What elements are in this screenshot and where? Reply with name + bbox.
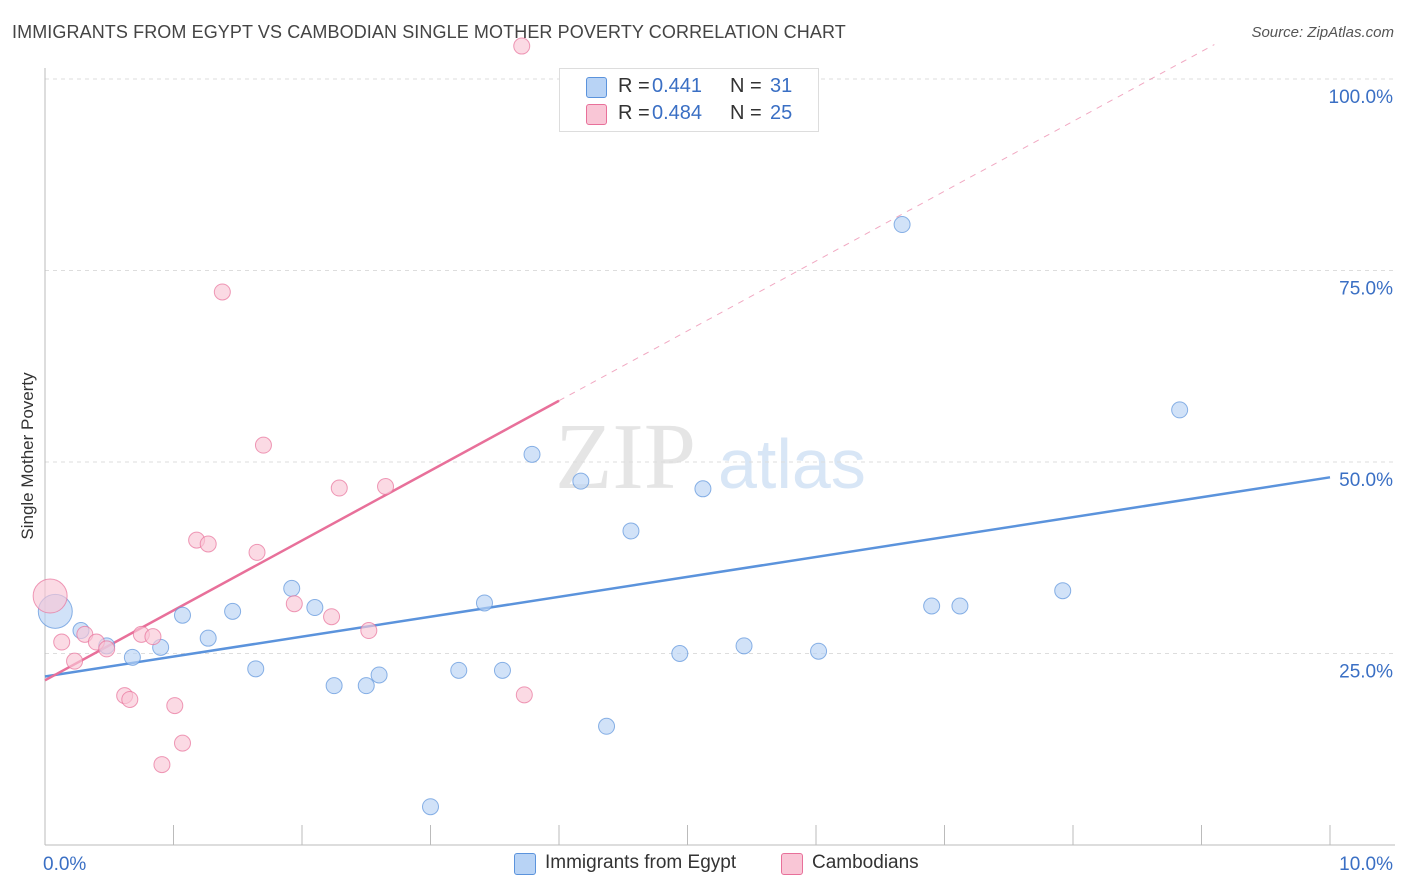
legend-swatch-cambodians bbox=[586, 104, 607, 125]
data-point-egypt bbox=[810, 642, 828, 660]
y-tick-label: 50.0% bbox=[1339, 470, 1393, 491]
data-point-egypt bbox=[671, 645, 689, 662]
data-point-cambodians bbox=[360, 622, 378, 640]
legend-r-value: 0.441 bbox=[652, 75, 703, 97]
data-point-cambodians bbox=[513, 37, 531, 55]
data-point-egypt bbox=[357, 677, 375, 695]
legend-n-value: 25 bbox=[770, 102, 793, 124]
y-tick-label: 25.0% bbox=[1339, 662, 1393, 683]
y-tick-label: 100.0% bbox=[1329, 87, 1394, 108]
data-point-egypt bbox=[493, 661, 511, 679]
axes bbox=[44, 68, 1395, 846]
data-point-egypt bbox=[735, 637, 753, 655]
bottom-legend-swatch-egypt bbox=[514, 853, 536, 875]
legend-n-label: N = bbox=[730, 102, 762, 124]
data-point-cambodians bbox=[248, 543, 266, 561]
gridlines bbox=[45, 78, 1395, 654]
data-point-egypt bbox=[475, 594, 493, 612]
data-point-cambodians bbox=[213, 283, 231, 301]
data-point-egypt bbox=[422, 798, 439, 816]
data-point-cambodians bbox=[53, 633, 71, 651]
legend-r-value: 0.484 bbox=[652, 102, 703, 124]
legend-n-value: 31 bbox=[770, 75, 793, 97]
data-point-cambodians bbox=[144, 628, 162, 646]
trend-line-0 bbox=[44, 476, 1331, 678]
data-point-cambodians bbox=[153, 756, 171, 774]
data-point-cambodians bbox=[66, 652, 84, 670]
data-point-egypt bbox=[370, 666, 388, 684]
trend-extension-1 bbox=[558, 44, 1215, 402]
bottom-legend-swatch-cambodians bbox=[781, 853, 803, 875]
data-point-cambodians bbox=[254, 436, 272, 454]
watermark-atlas: atlas bbox=[718, 425, 866, 503]
data-point-egypt bbox=[325, 677, 343, 695]
legend-r-label: R = bbox=[618, 75, 650, 97]
legend: R = 0.441 N = 31 R = 0.484 N = 25 bbox=[559, 68, 819, 132]
data-point-egypt bbox=[598, 717, 616, 735]
data-point-egypt bbox=[450, 661, 468, 679]
data-point-cambodians bbox=[166, 697, 184, 715]
source-label: Source: ZipAtlas.com bbox=[1251, 24, 1394, 41]
x-tick-label: 0.0% bbox=[43, 854, 86, 875]
trend-lines bbox=[44, 44, 1331, 682]
data-point-cambodians bbox=[173, 734, 191, 752]
data-point-egypt bbox=[1054, 582, 1072, 600]
data-point-cambodians bbox=[121, 690, 139, 708]
tick-labels: 25.0% 50.0% 75.0% 100.0% 0.0% 10.0% bbox=[43, 87, 1393, 875]
data-point-egypt bbox=[283, 579, 301, 597]
data-point-egypt bbox=[572, 472, 590, 490]
data-point-egypt bbox=[173, 606, 191, 624]
data-point-egypt bbox=[951, 597, 969, 615]
legend-n-label: N = bbox=[730, 75, 762, 97]
bottom-legend-label-egypt: Immigrants from Egypt bbox=[545, 852, 737, 873]
data-point-egypt bbox=[1171, 401, 1189, 419]
data-point-egypt bbox=[893, 216, 911, 234]
chart-title: IMMIGRANTS FROM EGYPT VS CAMBODIAN SINGL… bbox=[12, 22, 846, 42]
data-point-egypt bbox=[247, 660, 265, 678]
data-point-cambodians bbox=[330, 479, 348, 497]
data-point-cambodians bbox=[32, 578, 68, 614]
data-point-egypt bbox=[523, 445, 541, 463]
data-point-egypt bbox=[622, 522, 640, 540]
data-points bbox=[32, 37, 1189, 816]
data-point-cambodians bbox=[199, 535, 217, 553]
data-point-egypt bbox=[923, 597, 941, 615]
watermark-zip: ZIP bbox=[555, 405, 696, 509]
data-point-egypt bbox=[224, 602, 242, 620]
data-point-cambodians bbox=[377, 478, 395, 496]
data-point-egypt bbox=[123, 648, 141, 666]
legend-r-label: R = bbox=[618, 102, 650, 124]
legend-swatch-egypt bbox=[586, 77, 607, 98]
data-point-cambodians bbox=[285, 595, 303, 613]
data-point-cambodians bbox=[323, 608, 341, 626]
data-point-egypt bbox=[199, 629, 217, 647]
y-tick-label: 75.0% bbox=[1339, 279, 1393, 300]
bottom-legend-label-cambodians: Cambodians bbox=[812, 852, 919, 873]
data-point-cambodians bbox=[98, 640, 116, 658]
watermark: ZIP atlas bbox=[555, 405, 866, 509]
data-point-egypt bbox=[694, 480, 712, 498]
data-point-cambodians bbox=[515, 686, 533, 704]
data-point-egypt bbox=[306, 599, 324, 617]
y-axis-label: Single Mother Poverty bbox=[18, 372, 37, 540]
x-tick-label: 10.0% bbox=[1339, 854, 1393, 875]
trend-line-1 bbox=[44, 399, 560, 682]
